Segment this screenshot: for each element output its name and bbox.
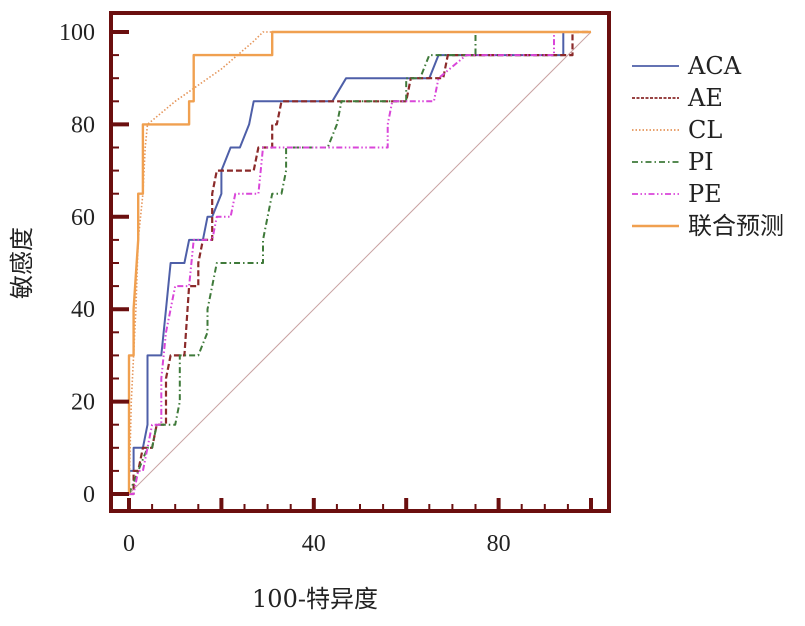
ticks-layer bbox=[111, 30, 593, 511]
reference-diagonal-layer bbox=[128, 31, 592, 495]
legend-label: PI bbox=[688, 148, 714, 176]
plot-frame bbox=[109, 11, 611, 513]
legend-item: AE bbox=[632, 84, 723, 112]
legend-item: PI bbox=[632, 148, 714, 176]
reference-diagonal-line bbox=[128, 31, 592, 495]
x-tick-label: 40 bbox=[302, 531, 326, 557]
y-tick-labels: 0 20 40 60 80 100 bbox=[59, 20, 95, 508]
axes-frame bbox=[109, 11, 611, 513]
x-tick-labels: 0 40 80 bbox=[123, 531, 511, 557]
series-line-pe bbox=[129, 31, 591, 495]
y-tick-label: 20 bbox=[71, 390, 95, 416]
legend-item: PE bbox=[632, 180, 722, 208]
legend-label: 联合预测 bbox=[688, 212, 784, 240]
legend-label: CL bbox=[688, 116, 722, 144]
series-line-cl bbox=[128, 31, 591, 495]
legend-item: ACA bbox=[632, 52, 742, 80]
y-tick-label: 0 bbox=[83, 482, 95, 508]
x-axis-title: 100-特异度 bbox=[252, 585, 378, 613]
legend: ACA AE CL PI PE 联合预测 bbox=[632, 52, 784, 240]
y-tick-label: 80 bbox=[71, 112, 95, 138]
y-tick-label: 100 bbox=[59, 20, 95, 46]
legend-label: AE bbox=[687, 84, 723, 112]
y-axis-title: 敏感度 bbox=[8, 227, 36, 299]
series-line-aca bbox=[128, 31, 591, 494]
series-line-combined bbox=[127, 30, 591, 494]
series-line-pi bbox=[128, 31, 591, 495]
y-tick-label: 40 bbox=[71, 297, 95, 323]
x-tick-label: 80 bbox=[487, 531, 511, 557]
series-layer bbox=[127, 30, 591, 496]
legend-item: CL bbox=[632, 116, 722, 144]
legend-item: 联合预测 bbox=[632, 212, 784, 240]
x-tick-label: 0 bbox=[123, 531, 135, 557]
y-tick-label: 60 bbox=[71, 205, 95, 231]
legend-label: PE bbox=[688, 180, 722, 208]
legend-label: ACA bbox=[687, 52, 742, 80]
